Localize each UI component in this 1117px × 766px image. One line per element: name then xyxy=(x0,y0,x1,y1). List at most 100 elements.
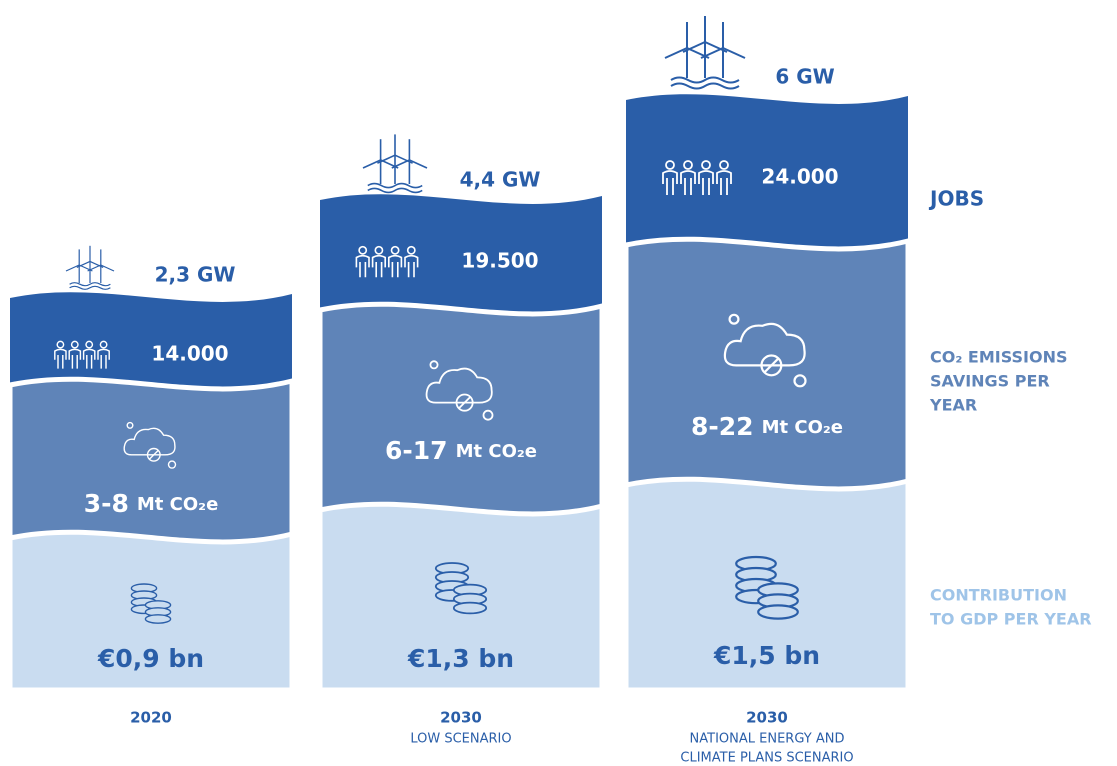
co2-icon xyxy=(723,313,807,388)
people-icon xyxy=(662,160,732,195)
scenario: CLIMATE PLANS SCENARIO xyxy=(680,751,853,766)
blade xyxy=(100,264,115,272)
body xyxy=(371,254,387,278)
water xyxy=(670,76,740,90)
capacity: 2,3 GW xyxy=(155,263,236,287)
blade xyxy=(682,41,706,53)
water xyxy=(69,282,111,290)
co2-icon xyxy=(123,421,177,469)
blade xyxy=(362,159,381,169)
water xyxy=(367,182,423,194)
coin xyxy=(452,601,488,615)
blade xyxy=(409,159,428,169)
legend-gdp: CONTRIBUTION xyxy=(930,586,1067,605)
no-bar xyxy=(764,358,779,373)
head xyxy=(406,245,416,255)
scenario: NATIONAL ENERGY AND xyxy=(690,732,845,747)
capacity: 4,4 GW xyxy=(460,168,541,192)
jobs-value: 19.500 xyxy=(461,249,538,273)
head xyxy=(390,245,400,255)
head xyxy=(85,340,94,349)
gdp-value: €0,9 bn xyxy=(97,644,204,673)
bubble xyxy=(728,313,740,325)
body xyxy=(97,348,110,369)
no-bar xyxy=(458,396,471,409)
body xyxy=(68,348,82,369)
jobs-value: 14.000 xyxy=(151,342,228,366)
people-icon xyxy=(355,245,419,278)
co2-value: 3-8 Mt CO₂e xyxy=(84,489,219,518)
body xyxy=(404,254,419,278)
co2-range: 8-22 xyxy=(691,412,754,441)
legend-co2: YEAR xyxy=(929,396,977,415)
head xyxy=(701,160,711,170)
blade xyxy=(377,154,396,164)
cloud xyxy=(123,427,176,456)
scenario: LOW SCENARIO xyxy=(410,732,511,747)
bubble xyxy=(482,409,494,421)
legend-jobs: JOBS xyxy=(928,187,984,211)
bubble xyxy=(793,374,807,388)
blade xyxy=(65,264,80,272)
year: 2020 xyxy=(130,709,172,727)
legend-co2: CO₂ EMISSIONS xyxy=(930,348,1068,367)
blade xyxy=(700,47,724,59)
co2-unit: Mt CO₂e xyxy=(137,494,218,515)
turbine-icon xyxy=(65,245,115,290)
cloud xyxy=(723,322,806,367)
body xyxy=(716,170,732,195)
co2-unit: Mt CO₂e xyxy=(762,417,843,438)
blade xyxy=(87,264,102,272)
head xyxy=(683,160,693,170)
no-sign xyxy=(146,447,161,462)
gdp-value: €1,5 bn xyxy=(713,641,820,670)
head xyxy=(374,245,384,255)
year: 2030 xyxy=(440,709,482,727)
coins-icon xyxy=(735,555,799,620)
body xyxy=(355,254,370,278)
no-sign xyxy=(455,393,474,412)
co2-icon xyxy=(425,360,494,421)
bubble xyxy=(126,421,134,429)
co2-unit: Mt CO₂e xyxy=(456,441,537,462)
blade xyxy=(391,159,410,169)
body xyxy=(680,170,696,195)
head xyxy=(358,245,368,255)
head xyxy=(665,160,675,170)
body xyxy=(698,170,714,195)
turbine-icon xyxy=(664,16,746,90)
head xyxy=(70,340,79,349)
no-bar xyxy=(149,450,159,460)
coins-icon xyxy=(434,562,488,615)
coin xyxy=(144,614,172,624)
body xyxy=(662,170,678,195)
body xyxy=(387,254,403,278)
co2-range: 3-8 xyxy=(84,489,129,518)
turbine-icon xyxy=(362,134,428,194)
year: 2030 xyxy=(746,709,788,727)
co2-value: 8-22 Mt CO₂e xyxy=(691,412,843,441)
legend-co2: SAVINGS PER xyxy=(930,372,1050,391)
jobs-value: 24.000 xyxy=(761,165,838,189)
cloud xyxy=(425,367,493,404)
capacity: 6 GW xyxy=(775,65,834,89)
head xyxy=(719,160,729,170)
gdp-value: €1,3 bn xyxy=(407,644,514,673)
people-icon xyxy=(54,340,110,369)
co2-range: 6-17 xyxy=(385,436,448,465)
co2-value: 6-17 Mt CO₂e xyxy=(385,436,537,465)
coins-icon xyxy=(130,583,172,624)
head xyxy=(99,340,108,349)
blade xyxy=(722,47,746,59)
legend-gdp: TO GDP PER YEAR xyxy=(930,610,1092,629)
no-sign xyxy=(760,354,783,377)
blade xyxy=(76,260,91,268)
head xyxy=(56,340,65,349)
bubble xyxy=(167,460,177,469)
bubble xyxy=(429,360,439,370)
blade xyxy=(664,47,688,59)
body xyxy=(82,348,96,369)
coin xyxy=(757,604,799,620)
body xyxy=(54,348,67,369)
